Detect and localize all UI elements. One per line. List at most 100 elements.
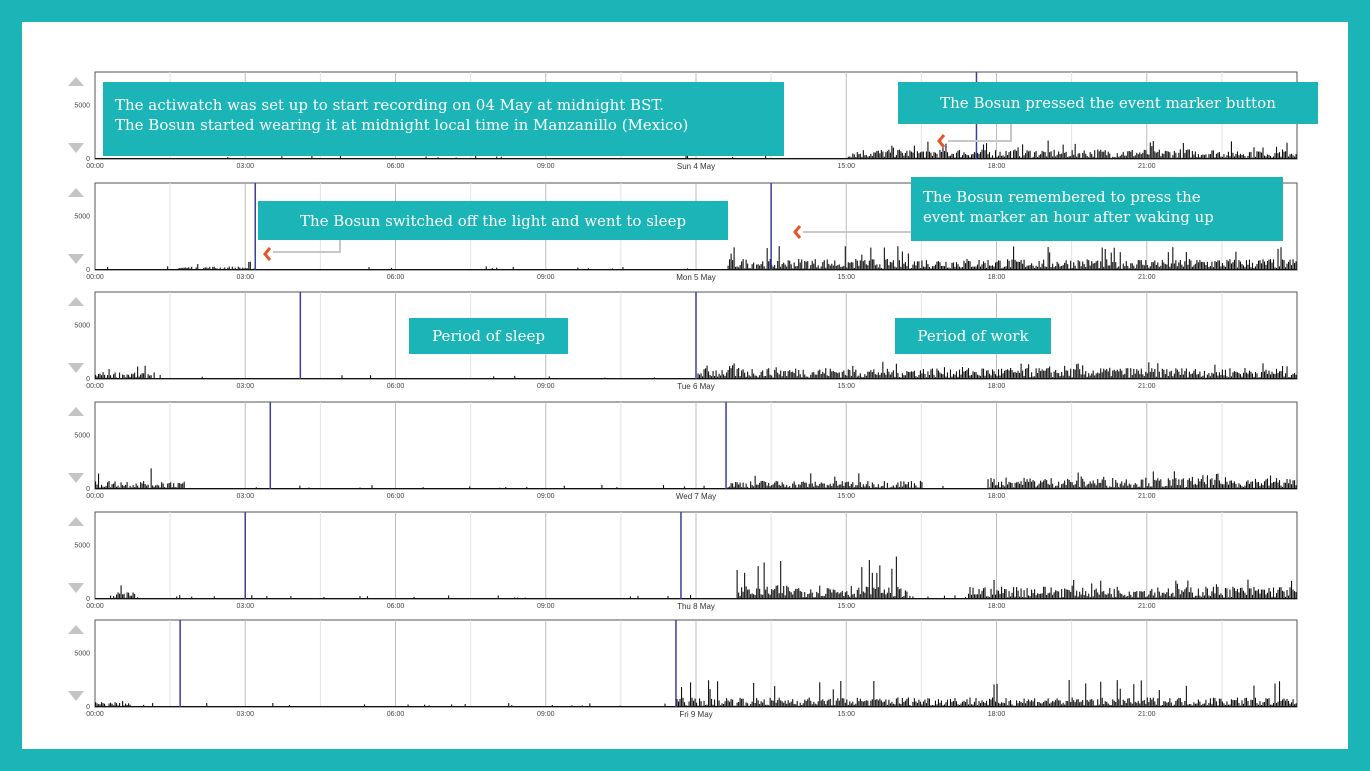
activity-bar <box>771 485 773 489</box>
activity-bar <box>1152 471 1154 489</box>
activity-bar <box>732 365 734 379</box>
activity-bar <box>1110 594 1112 599</box>
activity-bar <box>137 485 139 489</box>
activity-bar <box>101 375 103 379</box>
activity-bar <box>916 261 918 270</box>
activity-bar <box>918 261 920 270</box>
activity-bar <box>1245 697 1248 707</box>
activity-bar <box>1167 588 1169 599</box>
activity-bar <box>1161 592 1163 599</box>
activity-bar <box>1284 596 1287 599</box>
activity-bar <box>825 368 827 379</box>
activity-bar <box>750 594 752 599</box>
activity-bar <box>1124 482 1126 489</box>
activity-bar <box>168 482 170 489</box>
activity-bar <box>1124 700 1126 707</box>
scroll-down-icon <box>68 254 84 264</box>
activity-bar <box>1047 698 1049 707</box>
activity-bar <box>915 485 917 489</box>
activity-bar <box>1277 482 1279 489</box>
activity-bar <box>1179 374 1181 379</box>
activity-bar <box>1094 150 1096 159</box>
activity-bar <box>1116 680 1118 707</box>
activity-bar <box>858 375 860 379</box>
activity-bar <box>1121 370 1123 379</box>
activity-bar <box>577 267 579 270</box>
activity-bar <box>973 152 976 159</box>
activity-bar <box>823 483 825 489</box>
activity-bar <box>1277 373 1279 379</box>
activity-bar <box>958 150 961 159</box>
activity-bar <box>978 375 980 379</box>
activity-bar <box>885 594 887 599</box>
activity-bar <box>1005 150 1007 159</box>
activity-bar <box>1211 591 1213 599</box>
activity-bar <box>1209 479 1211 489</box>
activity-bar <box>1107 593 1109 599</box>
activity-bar <box>772 590 774 599</box>
activity-bar <box>841 266 843 270</box>
activity-bar <box>799 702 801 707</box>
activity-bar <box>1193 484 1195 489</box>
activity-bar <box>826 484 828 489</box>
activity-bar <box>900 266 902 270</box>
activity-bar <box>898 260 900 270</box>
activity-bar <box>805 482 807 489</box>
activity-bar <box>832 371 834 379</box>
activity-bar <box>760 371 762 379</box>
x-tick-label: 06:00 <box>387 163 405 170</box>
activity-bar <box>1092 596 1094 599</box>
activity-bar <box>852 262 854 270</box>
activity-bar <box>1064 704 1066 707</box>
activity-bar <box>1221 156 1223 159</box>
activity-bar <box>999 151 1001 159</box>
activity-bar <box>1014 482 1016 489</box>
activity-bar <box>1262 589 1264 599</box>
activity-bar <box>798 370 800 379</box>
activity-bar <box>759 375 761 379</box>
activity-bar <box>906 371 908 379</box>
activity-bar <box>363 704 366 707</box>
activity-bar <box>894 156 896 159</box>
activity-bar <box>1154 701 1156 707</box>
activity-bar <box>1080 476 1082 489</box>
activity-bar <box>1029 701 1031 707</box>
activity-bar <box>998 702 1000 707</box>
activity-bar <box>861 567 863 599</box>
activity-bar <box>1260 589 1263 599</box>
activity-bar <box>736 482 738 489</box>
activity-bar <box>918 374 920 379</box>
x-tick-label: 00:00 <box>86 163 104 170</box>
activity-bar <box>1157 587 1159 599</box>
activity-bar <box>1275 703 1278 707</box>
activity-bar <box>1110 486 1112 489</box>
activity-bar <box>1065 589 1067 599</box>
activity-bar <box>720 375 722 379</box>
activity-bar <box>1055 369 1057 379</box>
activity-bar <box>838 264 840 270</box>
activity-bar <box>853 154 855 159</box>
activity-bar <box>1259 260 1261 270</box>
activity-bar <box>99 704 101 707</box>
activity-bar <box>113 374 115 379</box>
activity-bar <box>186 267 188 270</box>
activity-bar <box>1166 702 1168 707</box>
activity-bar <box>341 375 343 379</box>
activity-bar <box>898 703 900 707</box>
activity-bar <box>1236 588 1238 599</box>
activity-bar <box>1149 142 1151 159</box>
activity-bar <box>1052 156 1054 159</box>
activity-bar <box>840 592 842 599</box>
activity-bar <box>667 595 669 599</box>
activity-bar <box>1283 591 1285 599</box>
activity-bar <box>1025 153 1027 159</box>
activity-bar <box>1166 485 1168 489</box>
activity-bar <box>1173 373 1175 379</box>
activity-bar <box>903 595 905 599</box>
activity-bar <box>763 562 765 599</box>
activity-bar <box>931 155 933 159</box>
activity-bar <box>1199 371 1201 379</box>
activity-bar <box>985 596 988 599</box>
activity-bar <box>742 591 744 599</box>
activity-bar <box>883 701 885 707</box>
